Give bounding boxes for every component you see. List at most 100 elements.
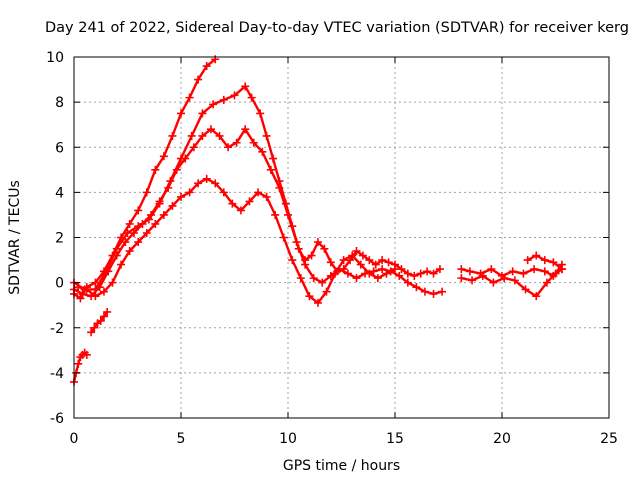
data-series xyxy=(70,55,566,386)
data-point xyxy=(435,265,444,274)
data-point xyxy=(457,265,466,274)
data-point xyxy=(87,328,96,337)
grid xyxy=(74,57,609,418)
data-point xyxy=(185,93,194,102)
data-point xyxy=(551,269,560,278)
data-point xyxy=(348,251,357,260)
data-point xyxy=(185,188,194,197)
data-point xyxy=(489,278,498,287)
data-point xyxy=(147,210,156,219)
y-tick-label: 2 xyxy=(55,231,64,247)
data-point xyxy=(138,219,147,228)
data-point xyxy=(90,323,99,332)
data-point xyxy=(159,210,168,219)
data-point xyxy=(112,251,121,260)
series-line xyxy=(89,310,109,334)
series-trace-8 xyxy=(457,260,566,301)
data-point xyxy=(254,188,263,197)
data-point xyxy=(99,312,108,321)
data-point xyxy=(219,95,228,104)
data-point xyxy=(198,109,207,118)
data-point xyxy=(403,278,412,287)
data-point xyxy=(142,188,151,197)
series-trace-7 xyxy=(457,265,566,280)
data-point xyxy=(540,256,549,265)
data-point xyxy=(487,265,496,274)
data-point xyxy=(352,247,361,256)
data-point xyxy=(249,138,258,147)
data-point xyxy=(187,131,196,140)
data-point xyxy=(412,283,421,292)
data-point xyxy=(172,165,181,174)
data-point xyxy=(557,265,566,274)
data-point xyxy=(313,298,322,307)
data-point xyxy=(271,210,280,219)
data-point xyxy=(318,278,327,287)
data-point xyxy=(343,269,352,278)
y-tick-label: 6 xyxy=(55,140,64,156)
y-tick-label: 0 xyxy=(55,276,64,292)
data-point xyxy=(266,165,275,174)
data-point xyxy=(391,265,399,274)
data-point xyxy=(429,289,438,298)
data-point xyxy=(320,244,329,253)
data-point xyxy=(307,251,316,260)
data-point xyxy=(292,238,301,247)
data-point xyxy=(326,258,335,267)
data-point xyxy=(151,165,160,174)
data-point xyxy=(125,219,134,228)
data-point xyxy=(356,260,365,269)
data-point xyxy=(420,287,429,296)
data-point xyxy=(78,289,87,298)
data-point xyxy=(331,269,340,278)
data-point xyxy=(82,285,91,294)
data-point xyxy=(121,238,130,247)
data-point xyxy=(91,292,100,301)
data-point xyxy=(305,292,314,301)
data-point xyxy=(181,154,190,163)
data-point xyxy=(262,192,271,201)
series-line xyxy=(72,58,217,300)
data-point xyxy=(296,274,305,283)
data-point xyxy=(403,269,412,278)
data-point xyxy=(224,143,233,152)
data-point xyxy=(117,260,126,269)
data-point xyxy=(352,274,361,283)
data-point xyxy=(209,100,218,109)
data-point xyxy=(465,267,474,276)
data-point xyxy=(82,350,91,359)
series-trace-2 xyxy=(70,82,444,294)
data-point xyxy=(365,256,374,265)
data-point xyxy=(423,267,432,276)
data-point xyxy=(530,265,539,274)
data-point xyxy=(232,138,241,147)
data-point xyxy=(378,256,387,265)
data-point xyxy=(500,274,509,283)
data-point xyxy=(288,256,297,265)
data-point xyxy=(373,274,382,283)
data-point xyxy=(468,276,477,285)
data-point xyxy=(478,271,487,280)
x-tick-label: 10 xyxy=(279,431,297,447)
data-point xyxy=(177,192,185,201)
data-point xyxy=(395,271,404,280)
data-point xyxy=(198,131,207,140)
series-trace-1 xyxy=(70,55,220,303)
data-point xyxy=(258,147,267,156)
series-line xyxy=(460,267,564,278)
data-point xyxy=(279,233,288,242)
data-point xyxy=(284,210,292,219)
data-point xyxy=(206,125,215,134)
data-point xyxy=(256,109,265,118)
y-tick-label: -4 xyxy=(50,366,64,382)
data-point xyxy=(339,256,348,265)
data-point xyxy=(416,269,425,278)
x-tick-label: 25 xyxy=(600,431,618,447)
data-point xyxy=(76,294,85,303)
data-point xyxy=(151,219,160,228)
data-point xyxy=(129,228,138,237)
data-point xyxy=(168,131,177,140)
data-point xyxy=(542,278,551,287)
data-point xyxy=(96,316,105,325)
data-point xyxy=(322,287,331,296)
